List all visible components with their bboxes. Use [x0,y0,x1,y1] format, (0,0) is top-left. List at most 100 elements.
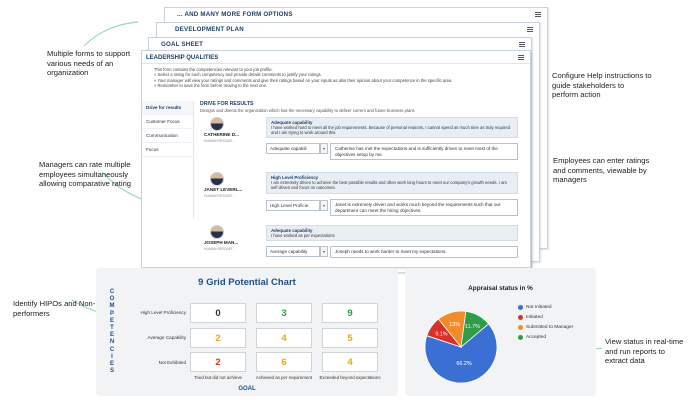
grid-cell[interactable]: 4 [256,328,312,348]
callout-multiple-forms: Multiple forms to support various needs … [47,49,131,78]
grid-cell[interactable]: 5 [322,328,378,348]
avatar [210,225,224,239]
axis-letter: M [109,303,115,310]
competency-nav: Drive for results Customer Focus Communi… [142,101,194,219]
axis-letter: C [109,289,115,295]
slice-value-label: 66.2% [456,361,471,367]
legend-item: Submitted to Manager [518,325,573,335]
grid-title: 9 Grid Potential Chart [198,277,296,288]
appraisal-pie-chart: 66.2% 9.1%13% 11.7% [424,310,498,384]
grid-cell[interactable]: 9 [322,303,378,323]
row-label: High Level Proficiency [140,310,186,315]
section-description: Designs and directs the organization whi… [200,108,415,113]
axis-letter: O [109,296,115,303]
grid-cell[interactable]: 2 [190,328,246,348]
manager-comment-field[interactable]: Janet is extremely driven and works much… [330,199,518,216]
legend-item: Initiated [518,315,573,325]
chart-title: Appraisal status in % [468,285,533,292]
instruction-line: » Select a rating for each competency an… [154,72,322,78]
menu-icon[interactable] [518,55,524,60]
rating-description: I have worked as per expectations [271,233,335,238]
nav-item-focus[interactable]: Focus [142,143,193,157]
legend-label: Submitted to Manager [526,325,574,330]
menu-icon[interactable] [527,27,533,32]
manager-comment-field[interactable]: Catherine has met the expectations and i… [330,143,518,160]
pie-slice[interactable] [460,310,490,348]
menu-icon[interactable] [519,42,525,47]
employee-name: JOSEPH MAN... [204,240,239,245]
column-label: Tried but did not achieve [194,375,242,380]
axis-letter: N [109,339,115,346]
avatar [210,117,224,131]
pie-slice[interactable] [424,323,498,384]
employee-role: HUMAN RESOUR... [204,247,235,251]
form-title: LEADERSHIP QUALITIES [142,51,530,64]
manager-comment-field[interactable]: Joseph needs to work harder to meet my e… [330,246,518,258]
rating-select[interactable]: Adequate capabili [266,143,320,154]
rating-level: Adequate capability [271,228,313,233]
callout-configure-help: Configure Help instructions to guide sta… [552,71,652,100]
grid-cell[interactable]: 0 [190,303,246,323]
axis-letter: E [109,317,114,324]
column-label: Achieved as per requirement [255,375,313,380]
leadership-qualities-form: LEADERSHIP QUALITIES This form contains … [141,50,531,268]
chart-legend: Not Initiated Initiated Submitted to Man… [518,305,573,345]
competency-content: DRIVE FOR RESULTS Designs and directs th… [200,101,526,258]
chevron-down-icon[interactable]: ▾ [320,200,328,211]
axis-letter: E [109,332,114,339]
rating-level: Adequate capability [271,120,313,125]
callout-managers-rate: Managers can rate multiple employees sim… [39,160,132,189]
legend-swatch [518,315,523,320]
axis-letter: E [109,361,114,368]
rating-description: I have worked hard to meet all the job r… [271,125,511,136]
axis-letter: S [109,368,114,375]
chevron-down-icon[interactable]: ▾ [320,246,328,257]
nav-item-communication[interactable]: Communication [142,129,193,143]
callout-identify-hipos: Identify HIPOs and Non-performers [13,299,96,318]
row-label: Average Capability [147,335,186,340]
rating-select[interactable]: Average capability [266,246,320,257]
sheet-title: DEVELOPMENT PLAN [175,26,244,33]
legend-item: Accepted [518,335,573,345]
rating-level: High Level Proficiency [271,175,319,180]
instruction-line: » Remember to save the form before movin… [154,83,268,89]
axis-letter: C [109,346,115,353]
grid-cell[interactable]: 3 [256,303,312,323]
axis-letter: I [111,353,113,360]
employee-name: CATHERINE D... [204,132,239,137]
form-instructions: This form contains the competencies rele… [142,64,530,91]
nav-item-drive-for-results[interactable]: Drive for results [142,101,193,115]
slice-value-label: 13% [449,322,460,328]
grid-cell[interactable]: 4 [322,352,378,372]
axis-letter: T [110,325,114,332]
legend-item: Not Initiated [518,305,573,315]
grid-cell[interactable]: 6 [256,352,312,372]
axis-letter: P [109,310,114,317]
chevron-down-icon[interactable]: ▾ [320,143,328,154]
instruction-line: » Your manager will view your ratings an… [154,77,453,83]
nav-item-customer-focus[interactable]: Customer Focus [142,115,193,129]
self-rating-box: Adequate capability I have worked as per… [266,225,518,241]
menu-icon[interactable] [535,12,541,17]
legend-swatch [518,325,523,330]
callout-view-status: View status in real-time and run reports… [605,337,684,366]
legend-swatch [518,305,523,310]
slice-value-label: 9.1% [435,331,447,337]
grid-cell[interactable]: 2 [190,352,246,372]
employee-role: HUMAN RESOUR... [204,139,235,143]
legend-label: Initiated [526,315,543,320]
column-label: Exceeded beyond expectations [319,375,381,380]
employee-name: JANET LEVERL... [204,187,243,192]
sheet-title: ... AND MANY MORE FORM OPTIONS [177,11,293,18]
rating-select[interactable]: High Level Proficie [266,200,320,211]
section-title: DRIVE FOR RESULTS [200,101,254,107]
self-rating-box: High Level Proficiency I am extremely dr… [266,172,518,194]
callout-employees-enter: Employees can enter ratings and comments… [553,156,650,185]
legend-label: Accepted [526,335,547,340]
rating-description: I am extremely driven to achieve the bes… [271,180,507,191]
employee-role: HUMAN RESOUR... [204,194,235,198]
row-label: Not Exhibited [158,360,186,365]
avatar [210,172,224,186]
